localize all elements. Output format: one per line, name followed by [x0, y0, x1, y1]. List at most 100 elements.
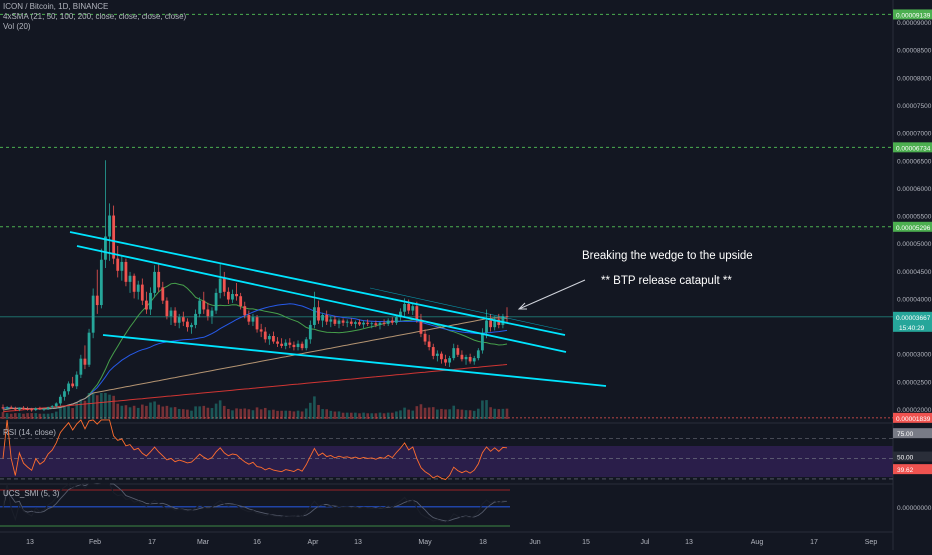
volume-bar	[235, 408, 238, 419]
volume-bar	[366, 413, 369, 419]
sma-legend: 4xSMA (21, 50, 100, 200, close, close, c…	[3, 12, 187, 21]
candle-body	[472, 358, 476, 362]
volume-bar	[194, 406, 197, 419]
volume-bar	[358, 413, 361, 419]
volume-bar	[345, 412, 349, 419]
candle-body	[386, 320, 390, 324]
candle-body	[362, 322, 365, 325]
candle-body	[34, 408, 38, 411]
time-tick-label: 17	[148, 539, 156, 546]
volume-bar	[501, 408, 505, 419]
candle-body	[181, 317, 185, 322]
candles	[1, 160, 509, 412]
volume-bar	[13, 413, 17, 419]
time-tick-label: Mar	[197, 539, 210, 546]
candle-body	[75, 374, 79, 387]
volume-bar	[403, 407, 406, 419]
volume-bar	[395, 411, 398, 419]
volume-bar	[120, 405, 124, 419]
target-price-label: 0.00006734	[896, 145, 931, 152]
volume-bar	[489, 407, 492, 419]
volume-bar	[472, 410, 476, 419]
candle-body	[153, 271, 157, 293]
rsi-axis-badge	[893, 451, 932, 462]
candle-body	[501, 316, 505, 325]
time-tick-label: 17	[810, 539, 818, 546]
candle-body	[407, 303, 411, 311]
volume-bars	[1, 393, 509, 419]
volume-bar	[423, 407, 427, 419]
volume-bar	[411, 410, 415, 419]
volume-bar	[239, 408, 242, 419]
symbol-label: ICON / Bitcoin, 1D, BINANCE	[3, 2, 109, 11]
volume-bar	[436, 409, 439, 419]
wedge-lower-line	[102, 334, 607, 387]
candle-body	[333, 319, 337, 324]
chart-header: ICON / Bitcoin, 1D, BINANCE 4xSMA (21, 5…	[3, 2, 186, 32]
rsi-pane-label: RSI (14, close)	[3, 428, 56, 437]
volume-bar	[124, 405, 128, 419]
candle-body	[481, 332, 484, 351]
candle-body	[1, 407, 5, 409]
volume-bar	[431, 407, 435, 419]
volume-bar	[374, 413, 378, 419]
candle-body	[202, 300, 206, 310]
candle-body	[95, 295, 99, 306]
volume-bar	[300, 411, 304, 419]
candle-body	[337, 320, 341, 324]
low-marker-badge	[893, 412, 932, 423]
volume-bar	[177, 408, 181, 419]
candle-body	[22, 407, 25, 409]
price-tick-label: 0.00005000	[897, 241, 932, 248]
candle-body	[149, 292, 152, 310]
volume-bar	[477, 408, 480, 419]
volume-bar	[325, 409, 329, 419]
candle-body	[46, 407, 50, 409]
volume-bar	[75, 402, 79, 419]
candle-body	[505, 316, 509, 317]
time-tick-label: 13	[685, 539, 693, 546]
candle-body	[489, 320, 493, 328]
wedge-thin-line	[369, 287, 563, 331]
volume-bar	[202, 405, 206, 419]
volume-bar	[444, 409, 447, 419]
volume-bar	[50, 413, 54, 419]
candle-body	[206, 309, 210, 317]
candle-body	[194, 313, 197, 325]
candle-body	[87, 332, 91, 365]
candle-body	[104, 236, 107, 260]
time-tick-label: 16	[253, 539, 261, 546]
time-tick-label: 13	[354, 539, 362, 546]
wedge-upper-line-1	[69, 231, 566, 336]
candle-body	[485, 320, 488, 333]
candle-body	[284, 342, 288, 346]
candle-body	[267, 336, 271, 340]
candle-body	[358, 322, 361, 325]
volume-bar	[493, 408, 497, 419]
volume-bar	[136, 407, 140, 419]
volume-bar	[419, 404, 423, 419]
candle-body	[329, 319, 333, 322]
volume-bar	[415, 406, 419, 419]
volume-bar	[153, 401, 156, 419]
volume-bar	[34, 413, 38, 419]
candle-body	[26, 408, 29, 410]
rsi-band	[0, 446, 893, 477]
price-tick-label: 0.00003000	[897, 352, 932, 359]
current-price-label: 0.00003667	[896, 315, 931, 322]
candle-body	[124, 261, 128, 282]
volume-bar	[370, 413, 374, 419]
volume-bar	[452, 405, 456, 419]
smi-axis-label: 0.00000000	[897, 505, 932, 512]
candle-body	[145, 300, 148, 310]
volume-bar	[141, 404, 144, 419]
volume-bar	[157, 404, 161, 419]
volume-bar	[169, 407, 173, 419]
candle-body	[42, 408, 46, 410]
volume-bar	[173, 407, 177, 419]
time-axis: 13 Feb 17 Mar 16 Apr 13 May 18 Jun 15 Jul 13 Aug 17 Sep	[26, 539, 877, 546]
volume-bar	[59, 406, 62, 419]
volume-bar	[42, 413, 46, 419]
